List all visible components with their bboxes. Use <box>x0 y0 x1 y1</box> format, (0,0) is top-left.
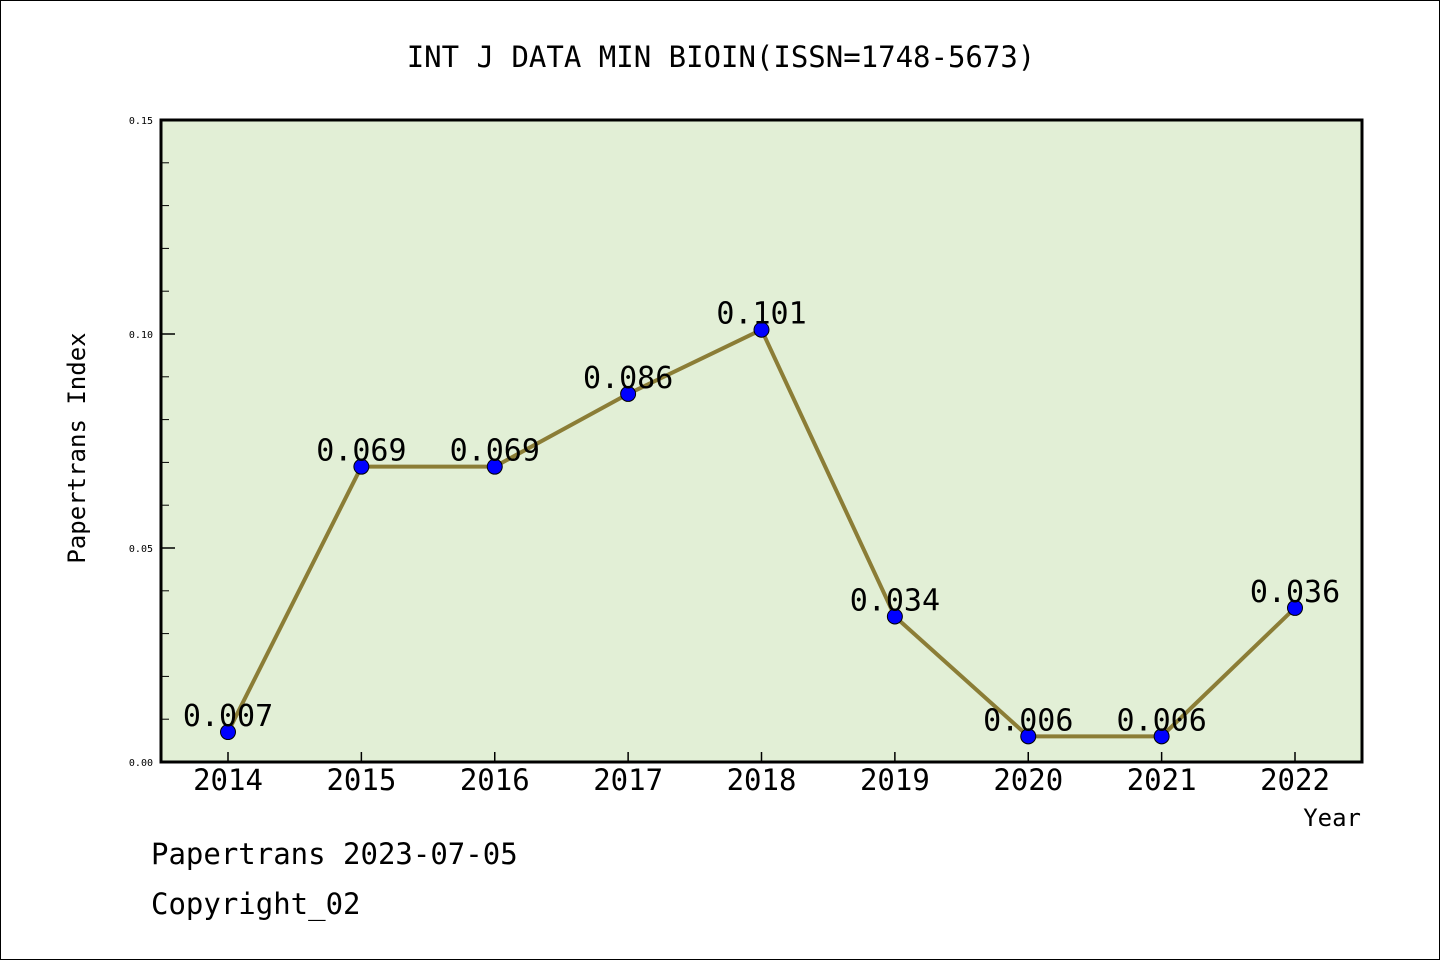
series-index <box>220 321 1303 745</box>
x-tick-label: 2018 <box>727 763 797 797</box>
x-tick-label: 2014 <box>193 763 263 797</box>
y-axis-label: Papertrans Index <box>63 332 91 563</box>
data-label: 0.006 <box>1116 703 1206 738</box>
plot-area <box>161 120 1362 762</box>
data-point <box>220 724 236 741</box>
data-point <box>753 321 770 338</box>
data-point <box>1287 599 1303 616</box>
data-label: 0.101 <box>716 297 806 332</box>
data-label: 0.006 <box>983 703 1073 738</box>
data-point <box>886 608 903 625</box>
data-label: 0.034 <box>850 583 940 618</box>
x-tick-label: 2015 <box>326 763 396 797</box>
x-tick-label: 2022 <box>1260 763 1330 797</box>
y-tick-label: 0.15 <box>129 116 153 127</box>
x-tick-label: 2019 <box>860 763 930 797</box>
data-label: 0.069 <box>316 434 406 469</box>
x-tick-label: 2020 <box>993 763 1063 797</box>
data-labels: 0.007 0.069 0.069 0.086 0.101 0.034 0.006 0.006… <box>183 297 1340 739</box>
x-axis-label: Year <box>1303 804 1361 832</box>
plot-border <box>159 118 1364 764</box>
y-tick-label: 0.05 <box>129 544 153 555</box>
data-point <box>353 458 370 475</box>
data-point <box>620 385 637 402</box>
x-tick-label: 2017 <box>593 763 663 797</box>
data-point <box>1153 728 1170 745</box>
copyright-text: Copyright_02 <box>151 887 361 921</box>
data-label: 0.069 <box>450 434 540 469</box>
source-date-text: Papertrans 2023-07-05 <box>151 837 518 871</box>
chart-title: INT J DATA MIN BIOIN(ISSN=1748-5673) <box>407 40 1036 74</box>
data-label: 0.086 <box>583 361 673 396</box>
data-label: 0.007 <box>183 699 273 734</box>
data-label: 0.036 <box>1250 575 1340 610</box>
x-tick-label: 2021 <box>1127 763 1197 797</box>
data-point <box>1020 728 1037 745</box>
y-tick-label: 0.10 <box>129 330 153 341</box>
x-axis: 2014 2015 2016 2017 2018 2019 2020 2021 2022 <box>193 752 1330 797</box>
data-point <box>486 458 503 475</box>
x-tick-label: 2016 <box>460 763 530 797</box>
y-tick-label: 0.00 <box>129 758 153 769</box>
